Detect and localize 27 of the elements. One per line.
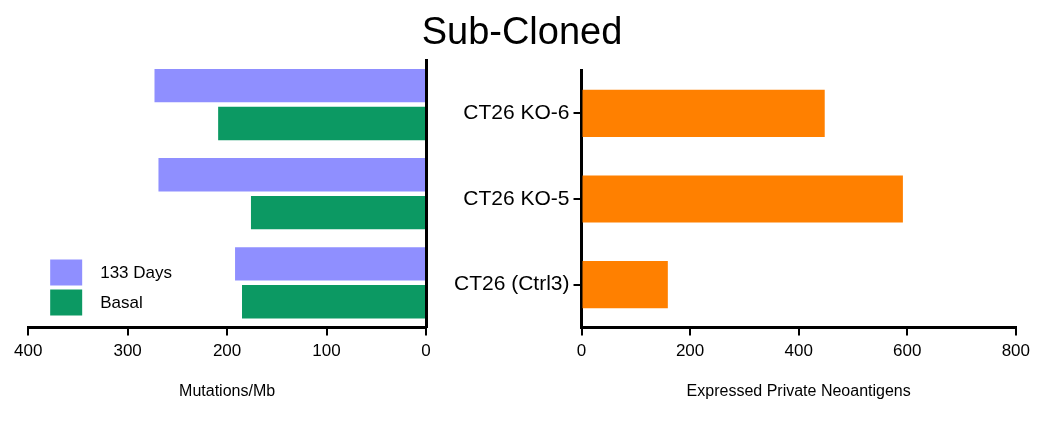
x-axis-title: Mutations/Mb bbox=[179, 381, 276, 399]
x-tick-label: 600 bbox=[893, 341, 922, 361]
x-tick-label: 0 bbox=[576, 341, 587, 361]
bar bbox=[582, 261, 668, 309]
x-tick-label: 200 bbox=[675, 341, 705, 361]
x-tick-label: 800 bbox=[1001, 341, 1031, 361]
y-tick-label: CT26 KO-6 bbox=[463, 100, 570, 124]
x-tick-label: 400 bbox=[784, 341, 813, 361]
bar bbox=[582, 89, 825, 137]
text: Sub-Cloned bbox=[420, 9, 624, 54]
legend-label: Basal bbox=[100, 293, 143, 313]
y-tick-label: CT26 KO-5 bbox=[463, 185, 570, 209]
bar bbox=[582, 175, 903, 223]
x-tick-label: 200 bbox=[212, 341, 242, 361]
x-axis-title: Expressed Private Neoantigens bbox=[686, 381, 911, 399]
legend-label: 133 Days bbox=[100, 263, 173, 283]
y-tick-label: CT26 (Ctrl3) bbox=[453, 271, 570, 295]
bar bbox=[242, 285, 425, 319]
x-tick-label: 400 bbox=[13, 341, 43, 361]
bar bbox=[158, 158, 425, 192]
x-tick-label: 300 bbox=[113, 341, 142, 361]
bar bbox=[218, 106, 425, 141]
bar bbox=[250, 195, 425, 230]
bar bbox=[154, 68, 425, 103]
bar bbox=[235, 247, 425, 281]
x-tick-label: 100 bbox=[312, 341, 341, 361]
x-tick-label: 0 bbox=[421, 341, 431, 361]
